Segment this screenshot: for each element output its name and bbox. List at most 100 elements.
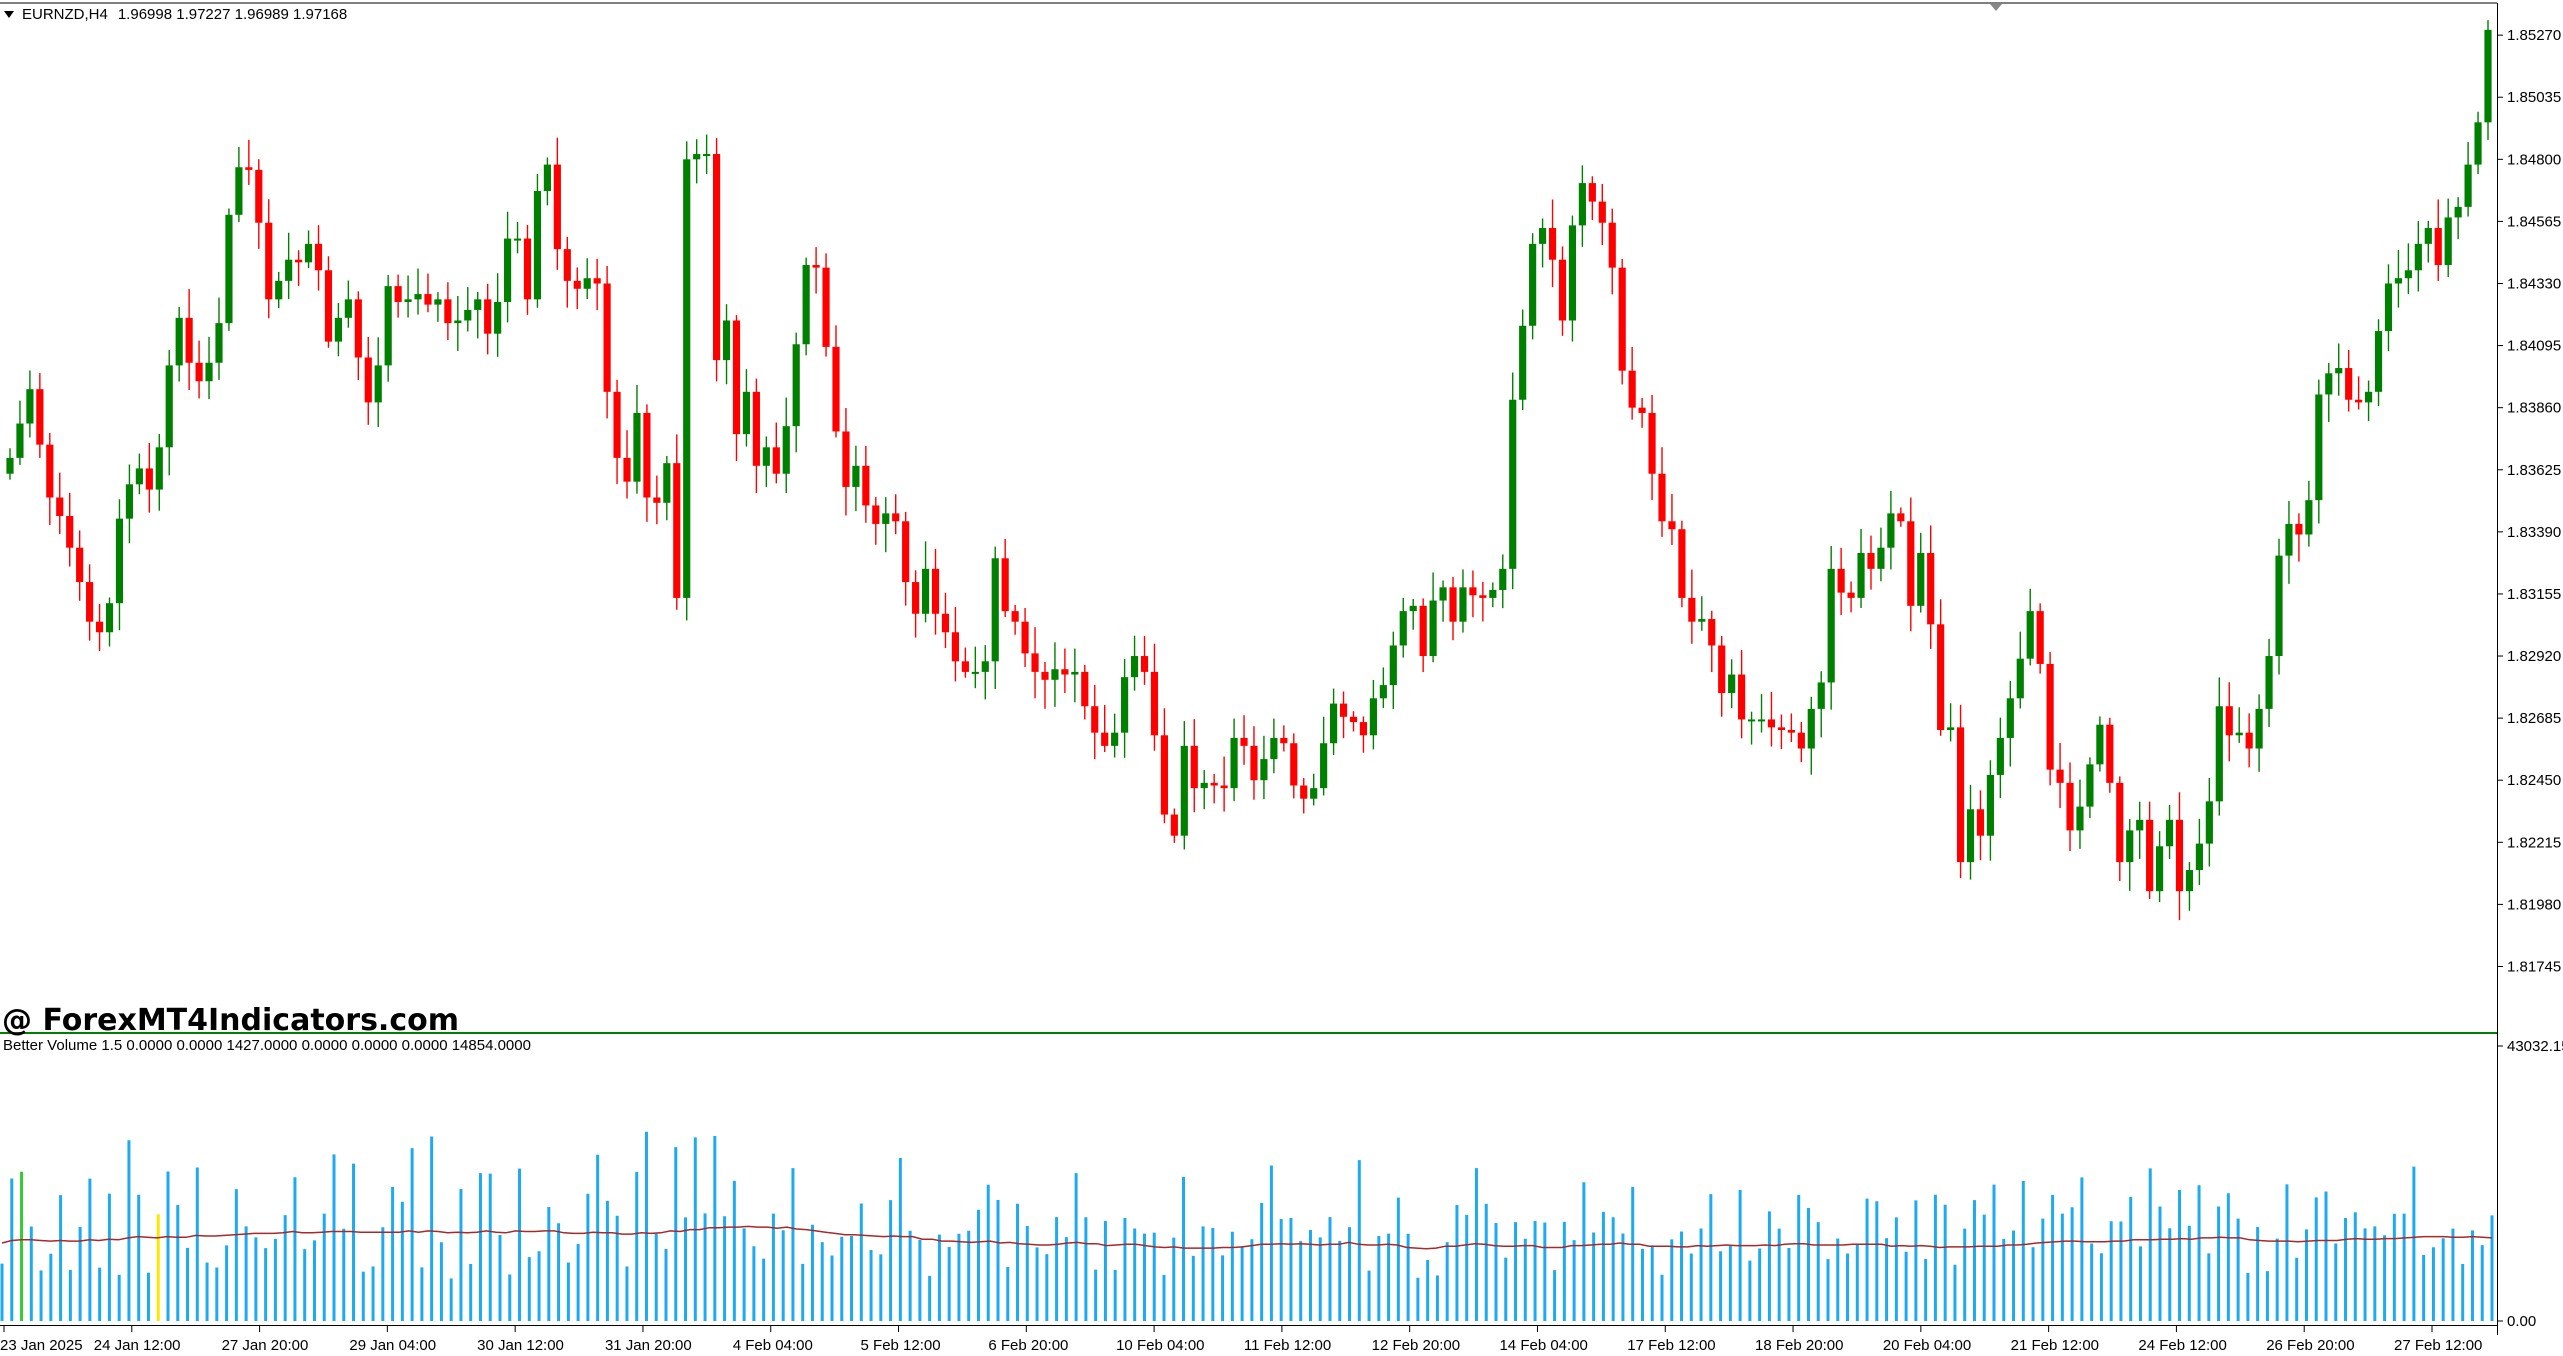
candle-56[interactable] xyxy=(563,236,571,308)
candle-45[interactable] xyxy=(454,295,462,351)
candle-151[interactable] xyxy=(1509,372,1517,590)
candle-99[interactable] xyxy=(991,546,999,690)
candle-126[interactable] xyxy=(1260,735,1268,800)
candle-216[interactable] xyxy=(2156,831,2164,903)
candle-236[interactable] xyxy=(2355,376,2363,410)
candle-193[interactable] xyxy=(1927,525,1935,649)
candle-104[interactable] xyxy=(1041,662,1049,709)
candle-73[interactable] xyxy=(732,315,741,462)
candle-183[interactable] xyxy=(1827,546,1835,710)
candle-157[interactable] xyxy=(1568,215,1577,342)
candle-239[interactable] xyxy=(2384,264,2393,352)
candle-166[interactable] xyxy=(1658,447,1666,537)
candle-65[interactable] xyxy=(653,475,661,525)
candle-232[interactable] xyxy=(2315,379,2323,524)
candle-136[interactable] xyxy=(1359,716,1368,753)
candle-77[interactable] xyxy=(772,422,780,484)
candle-27[interactable] xyxy=(275,271,283,309)
candle-52[interactable] xyxy=(523,224,532,315)
candle-39[interactable] xyxy=(394,274,402,318)
candle-113[interactable] xyxy=(1130,635,1139,691)
candle-3[interactable] xyxy=(36,373,44,458)
candle-241[interactable] xyxy=(2404,243,2412,294)
candle-242[interactable] xyxy=(2414,221,2422,292)
candle-185[interactable] xyxy=(1847,581,1855,613)
candle-97[interactable] xyxy=(971,646,979,689)
candle-150[interactable] xyxy=(1499,554,1507,609)
candle-196[interactable] xyxy=(1956,704,1965,879)
candle-218[interactable] xyxy=(2175,792,2184,921)
candle-210[interactable] xyxy=(2096,716,2104,772)
candle-128[interactable] xyxy=(1280,725,1288,752)
candle-135[interactable] xyxy=(1349,711,1358,732)
candle-212[interactable] xyxy=(2116,776,2124,882)
candle-184[interactable] xyxy=(1837,547,1845,615)
candle-145[interactable] xyxy=(1449,576,1457,641)
candle-35[interactable] xyxy=(354,291,362,381)
candle-249[interactable] xyxy=(2484,20,2492,140)
candle-211[interactable] xyxy=(2106,717,2114,793)
candle-15[interactable] xyxy=(155,433,163,511)
candle-71[interactable] xyxy=(712,138,721,382)
candle-4[interactable] xyxy=(46,432,54,526)
candle-12[interactable] xyxy=(125,464,134,544)
candle-75[interactable] xyxy=(752,378,760,494)
candle-172[interactable] xyxy=(1718,636,1726,717)
candle-47[interactable] xyxy=(474,291,482,339)
candle-81[interactable] xyxy=(812,247,820,294)
candle-186[interactable] xyxy=(1857,529,1865,608)
candle-224[interactable] xyxy=(2235,707,2243,743)
candle-61[interactable] xyxy=(613,379,621,485)
candle-31[interactable] xyxy=(314,225,323,291)
candle-129[interactable] xyxy=(1290,733,1298,799)
candle-25[interactable] xyxy=(255,159,263,249)
candle-209[interactable] xyxy=(2086,757,2094,819)
candle-24[interactable] xyxy=(245,139,253,185)
candle-156[interactable] xyxy=(1558,246,1567,336)
candle-101[interactable] xyxy=(1011,604,1019,635)
candle-202[interactable] xyxy=(2016,631,2024,709)
candle-144[interactable] xyxy=(1439,580,1447,622)
candle-89[interactable] xyxy=(892,494,900,535)
candle-34[interactable] xyxy=(344,280,352,328)
candle-94[interactable] xyxy=(941,592,950,649)
candle-23[interactable] xyxy=(235,147,243,223)
candle-8[interactable] xyxy=(86,564,94,641)
candle-132[interactable] xyxy=(1320,716,1328,796)
candle-38[interactable] xyxy=(384,274,392,382)
candle-180[interactable] xyxy=(1797,722,1805,763)
candle-164[interactable] xyxy=(1638,397,1646,428)
candle-138[interactable] xyxy=(1379,667,1387,708)
candle-76[interactable] xyxy=(762,436,770,487)
candle-123[interactable] xyxy=(1230,718,1238,802)
candle-219[interactable] xyxy=(2185,862,2194,911)
candle-187[interactable] xyxy=(1867,535,1875,590)
candle-154[interactable] xyxy=(1538,218,1547,268)
candle-42[interactable] xyxy=(424,273,432,313)
candle-116[interactable] xyxy=(1160,708,1168,824)
candle-43[interactable] xyxy=(434,292,442,322)
candle-58[interactable] xyxy=(583,258,591,300)
candle-51[interactable] xyxy=(513,221,522,254)
candle-17[interactable] xyxy=(175,306,183,382)
candle-195[interactable] xyxy=(1947,703,1955,742)
candle-160[interactable] xyxy=(1598,183,1606,246)
candle-85[interactable] xyxy=(852,445,860,512)
candle-50[interactable] xyxy=(504,211,512,323)
candle-2[interactable] xyxy=(26,370,34,438)
candle-69[interactable] xyxy=(693,139,701,184)
candle-240[interactable] xyxy=(2394,250,2403,308)
candle-7[interactable] xyxy=(76,530,84,601)
candle-121[interactable] xyxy=(1210,774,1218,804)
candle-106[interactable] xyxy=(1061,648,1069,694)
candle-233[interactable] xyxy=(2325,362,2333,422)
candle-74[interactable] xyxy=(742,369,751,447)
candle-243[interactable] xyxy=(2424,220,2432,263)
candle-60[interactable] xyxy=(603,265,611,419)
candle-48[interactable] xyxy=(484,283,492,355)
candle-13[interactable] xyxy=(135,453,143,495)
candle-90[interactable] xyxy=(902,511,910,606)
candle-188[interactable] xyxy=(1877,527,1885,582)
candle-217[interactable] xyxy=(2165,804,2174,859)
candle-162[interactable] xyxy=(1618,258,1626,385)
